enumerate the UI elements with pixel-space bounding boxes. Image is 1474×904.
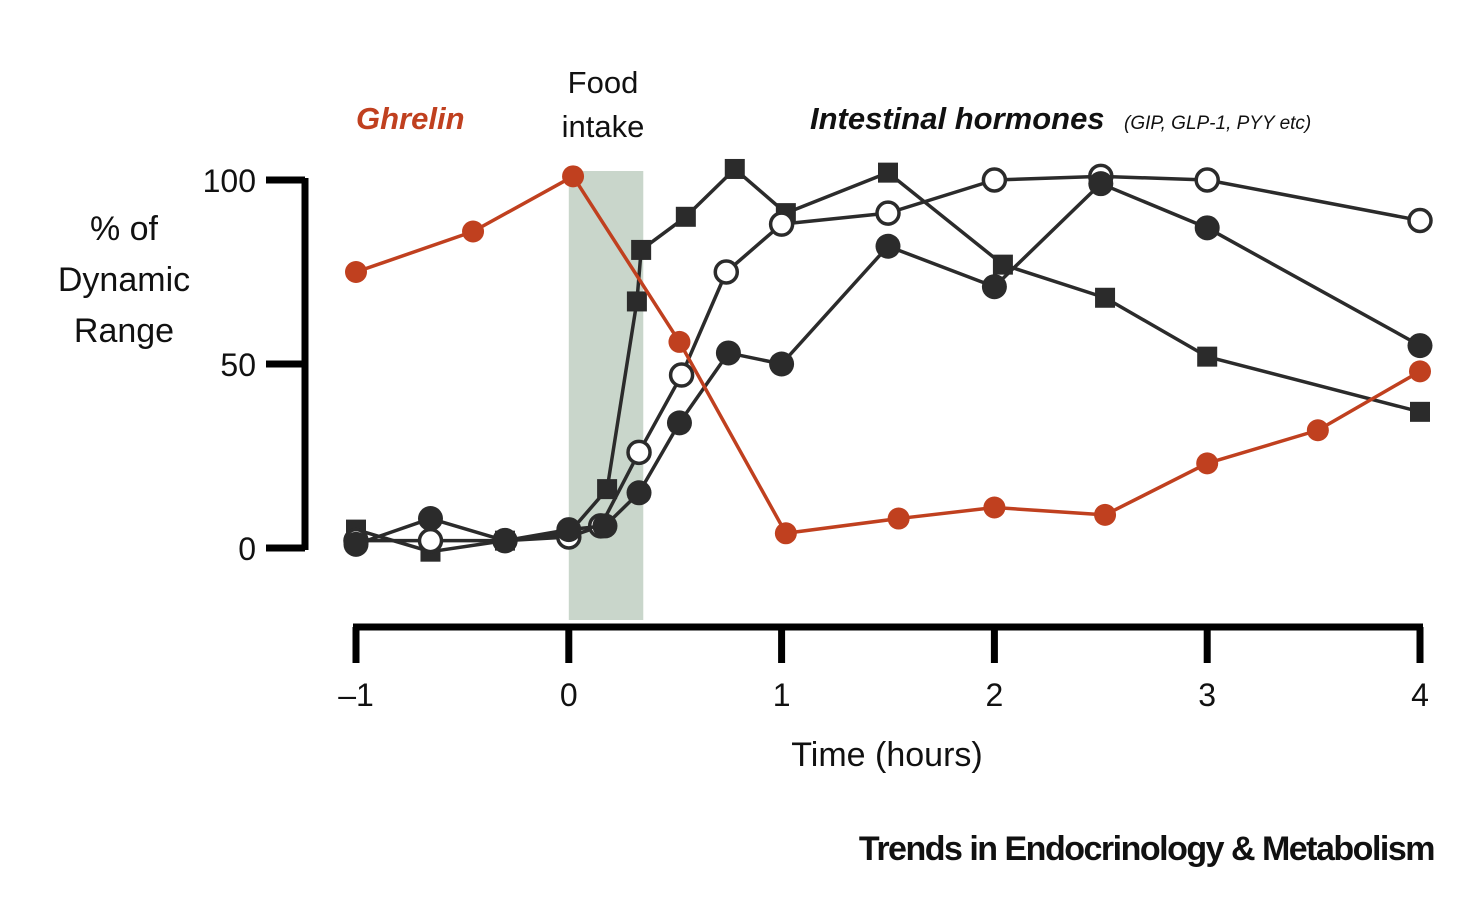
data-point-filled-circle <box>492 528 518 554</box>
data-point-open-circle <box>981 167 1008 193</box>
data-point-square <box>878 162 898 183</box>
series-line <box>355 174 1421 536</box>
data-point-filled-circle <box>715 340 741 366</box>
x-tick-label: –1 <box>338 677 374 713</box>
intestinal-hormones-sublabel: (GIP, GLP-1, PYY etc) <box>1124 113 1311 134</box>
data-point-open-circle <box>713 259 740 285</box>
series-hormone-open-circles <box>343 163 1433 554</box>
data-point-ghrelin <box>345 261 367 283</box>
series-layer <box>343 158 1433 562</box>
data-point-filled-circle <box>875 233 901 259</box>
data-point-square <box>597 479 618 500</box>
y-axis-title-line-2: Dynamic <box>58 261 190 299</box>
data-point-ghrelin <box>774 522 797 545</box>
data-point-square <box>1197 346 1218 367</box>
data-point-ghrelin <box>1306 419 1329 442</box>
data-point-filled-circle <box>1407 333 1433 359</box>
ghrelin-label: Ghrelin <box>356 101 465 136</box>
y-tick-label: 50 <box>220 347 256 383</box>
data-point-filled-circle <box>417 506 443 532</box>
data-point-filled-circle <box>626 480 652 506</box>
data-point-open-circle <box>626 439 652 466</box>
data-point-filled-circle <box>1088 171 1114 197</box>
data-point-square <box>1410 401 1430 422</box>
y-axis: 0 50 100 <box>203 163 309 567</box>
x-tick-label: 3 <box>1198 677 1216 713</box>
series-hormone-filled-circles <box>343 171 1433 557</box>
data-point-ghrelin <box>462 220 485 243</box>
data-point-filled-circle <box>556 517 582 543</box>
data-point-ghrelin <box>983 496 1006 519</box>
x-tick-label: 2 <box>986 677 1004 713</box>
data-point-square <box>675 206 696 227</box>
x-axis-title: Time (hours) <box>791 736 982 774</box>
data-point-ghrelin <box>562 165 585 188</box>
food-intake-region <box>568 171 644 620</box>
y-tick-label: 0 <box>238 531 256 567</box>
data-point-square <box>631 239 652 260</box>
data-point-square <box>1095 287 1116 308</box>
data-point-filled-circle <box>592 513 618 539</box>
data-point-open-circle <box>417 527 444 554</box>
data-point-open-circle <box>668 362 695 388</box>
journal-name: Trends in Endocrinology & Metabolism <box>859 830 1434 868</box>
series-ghrelin <box>345 165 1431 545</box>
x-tick-label: 0 <box>560 677 578 713</box>
data-point-square <box>992 254 1013 275</box>
x-tick-label: 1 <box>773 677 791 713</box>
x-axis: –1 0 1 2 3 4 <box>338 623 1429 713</box>
y-axis-title-line-3: Range <box>74 312 174 350</box>
data-point-filled-circle <box>769 351 795 377</box>
data-point-ghrelin <box>887 507 910 530</box>
data-point-open-circle <box>768 211 795 237</box>
y-tick-label: 100 <box>203 163 256 199</box>
series-line <box>356 174 1421 543</box>
intestinal-hormones-label: Intestinal hormones <box>810 101 1105 136</box>
food-intake-label-line-1: Food <box>568 65 639 100</box>
data-point-square <box>724 158 745 179</box>
data-point-open-circle <box>875 200 901 226</box>
series-line <box>355 167 1421 554</box>
data-point-ghrelin <box>1409 360 1431 383</box>
y-axis-title-line-1: % of <box>90 210 159 248</box>
food-intake-label-line-2: intake <box>562 109 645 144</box>
x-tick-label: 4 <box>1411 677 1429 713</box>
data-point-filled-circle <box>981 274 1007 300</box>
data-point-filled-circle <box>1194 215 1220 241</box>
data-point-filled-circle <box>343 531 369 557</box>
data-point-open-circle <box>1407 207 1433 234</box>
data-point-ghrelin <box>1196 452 1219 475</box>
data-point-ghrelin <box>668 330 691 353</box>
data-point-open-circle <box>1194 167 1220 193</box>
data-point-square <box>626 291 647 312</box>
data-point-filled-circle <box>666 410 692 436</box>
data-point-ghrelin <box>1094 503 1117 526</box>
